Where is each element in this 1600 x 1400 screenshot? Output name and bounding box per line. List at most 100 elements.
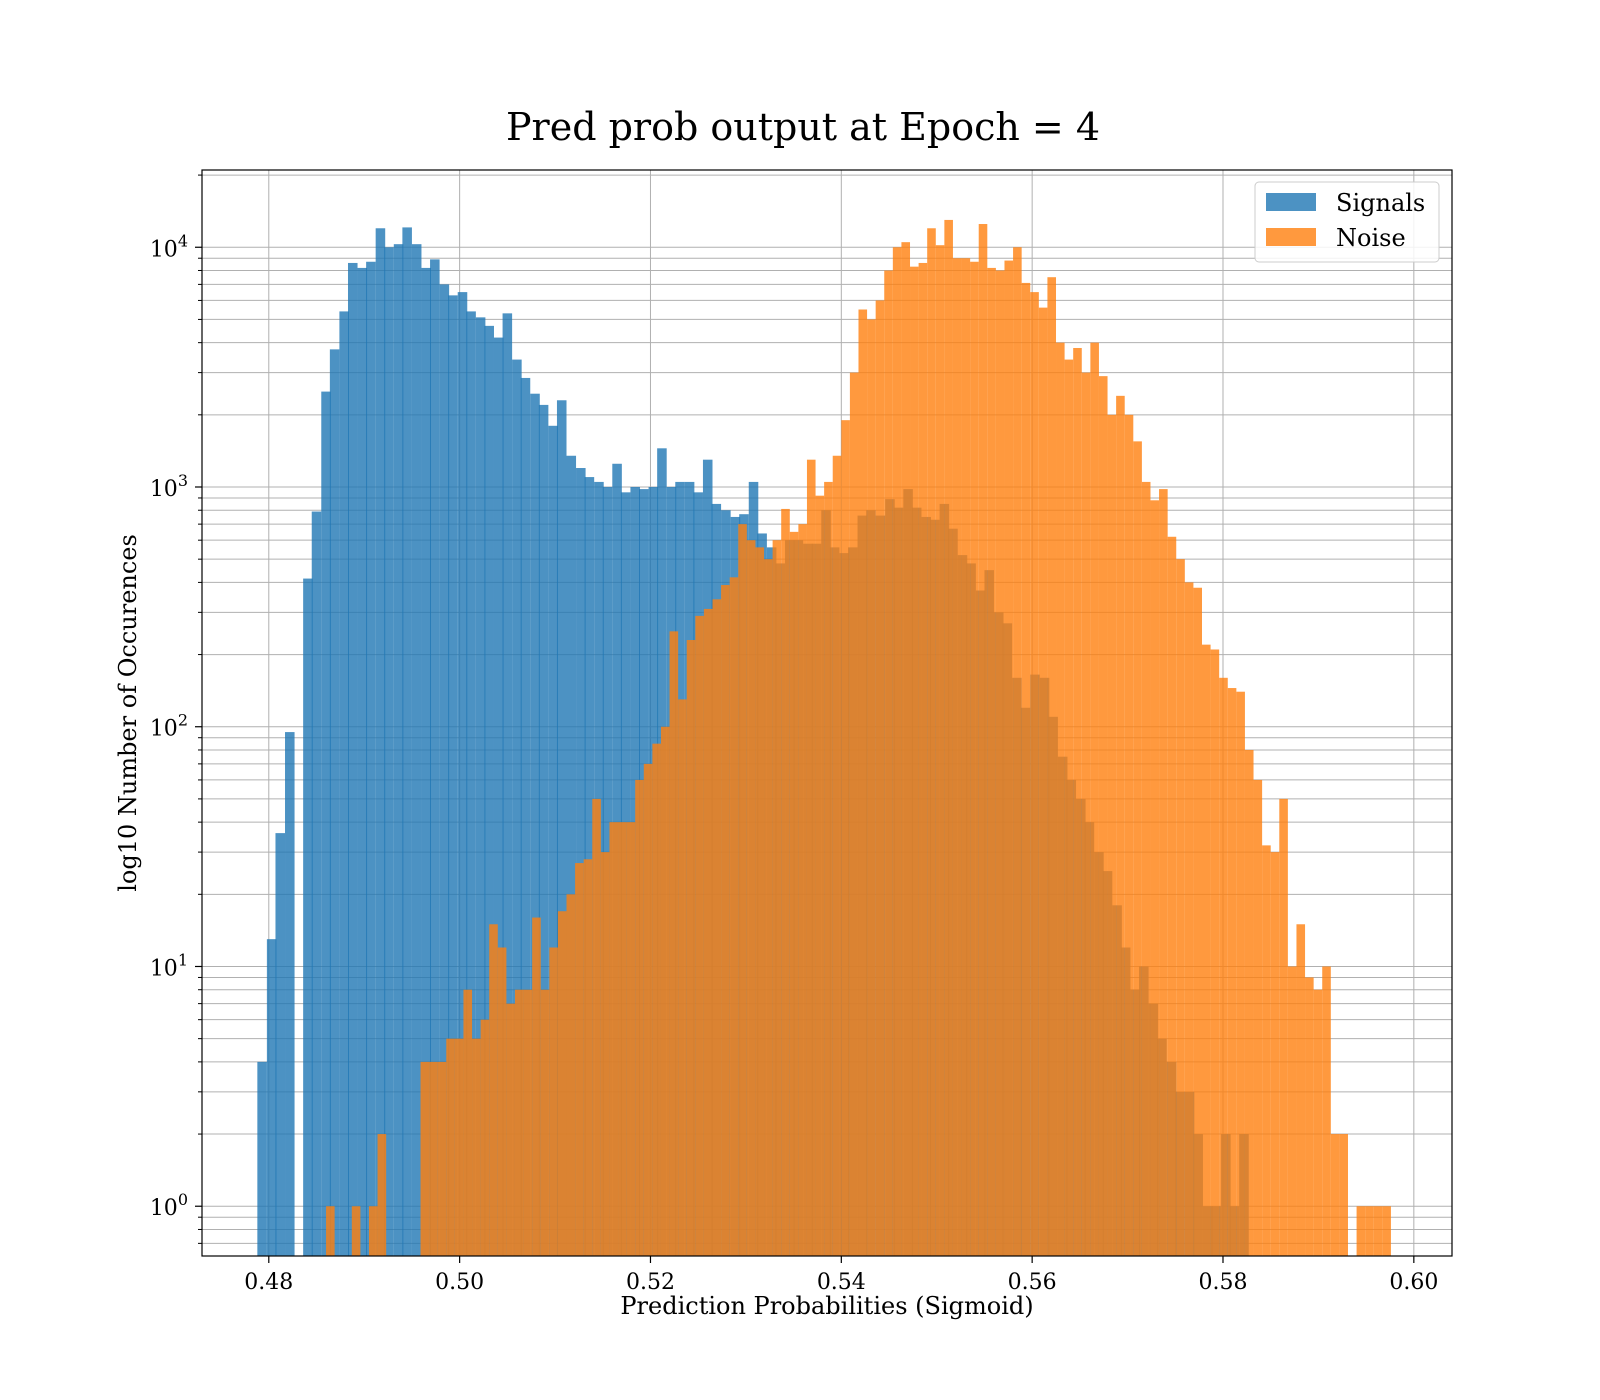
y-tick-label: 102	[150, 711, 188, 742]
bar-noise	[660, 726, 670, 1256]
bar-noise	[910, 266, 919, 1257]
bar-noise	[575, 863, 584, 1256]
y-axis-label: log10 Number of Occurences	[114, 534, 142, 892]
bar-noise	[540, 989, 550, 1256]
bar-noise	[1090, 342, 1099, 1256]
bar-noise	[1073, 347, 1082, 1257]
bar-noise	[652, 743, 661, 1256]
bar-noise	[858, 309, 868, 1256]
legend-swatch-noise	[1266, 228, 1316, 246]
bar-signals	[502, 313, 513, 1256]
bar-noise	[755, 547, 765, 1256]
bar-noise	[721, 585, 730, 1256]
bar-noise	[1373, 1206, 1383, 1256]
bar-noise	[472, 1038, 481, 1256]
x-axis-ticks: 0.48 0.50 0.52 0.54 0.56 0.58 0.60	[244, 1256, 1438, 1295]
bar-noise	[609, 822, 619, 1256]
bar-noise	[592, 798, 601, 1256]
bar-noise	[867, 319, 876, 1256]
y-tick-label: 100	[150, 1190, 188, 1221]
bar-noise	[1356, 1206, 1366, 1256]
bar-signals	[457, 292, 468, 1256]
bar-noise	[523, 989, 533, 1256]
bar-noise	[626, 822, 636, 1256]
bar-signals	[339, 311, 349, 1257]
y-tick-label: 104	[150, 231, 188, 262]
bar-noise	[489, 924, 498, 1256]
bar-noise	[351, 1206, 361, 1256]
bar-noise	[635, 779, 644, 1256]
bar-noise	[729, 577, 739, 1256]
bar-signals	[466, 311, 476, 1257]
bar-noise	[1030, 292, 1039, 1256]
x-tick-label: 0.58	[1199, 1270, 1248, 1295]
bar-noise	[892, 247, 902, 1256]
bar-noise	[832, 455, 842, 1256]
bar-noise	[669, 631, 679, 1256]
bar-noise	[935, 245, 945, 1257]
legend: Signals Noise	[1254, 181, 1440, 263]
bar-noise	[1098, 376, 1108, 1256]
bar-noise	[463, 989, 473, 1256]
bar-noise	[1365, 1206, 1374, 1256]
bar-signals	[257, 1061, 267, 1256]
bar-noise	[1047, 277, 1057, 1256]
bar-signals	[384, 247, 394, 1256]
bar-noise	[772, 540, 782, 1256]
bar-noise	[1193, 587, 1202, 1256]
bar-noise	[1270, 852, 1280, 1256]
bar-noise	[497, 947, 507, 1256]
legend-label-noise: Noise	[1336, 224, 1406, 252]
bar-signals	[556, 400, 567, 1256]
bar-noise	[978, 224, 988, 1256]
bar-signals	[538, 404, 549, 1256]
bar-signals	[430, 259, 440, 1256]
bar-signals	[484, 325, 494, 1256]
bar-noise	[789, 531, 799, 1256]
chart-title: Pred prob output at Epoch = 4	[506, 105, 1100, 149]
bar-noise	[1287, 966, 1297, 1256]
bar-noise	[583, 859, 593, 1256]
bar-noise	[506, 1003, 515, 1256]
bar-signals	[275, 833, 286, 1256]
bar-noise	[1262, 845, 1271, 1256]
bar-noise	[841, 420, 850, 1256]
bar-noise	[678, 699, 687, 1256]
bar-noise	[1141, 481, 1151, 1256]
bar-signals	[393, 244, 404, 1257]
bar-noise	[884, 270, 893, 1256]
bar-noise	[557, 911, 567, 1256]
bar-noise	[1056, 342, 1065, 1256]
bar-noise	[437, 1061, 447, 1256]
bar-noise	[1330, 1134, 1340, 1256]
x-tick-label: 0.54	[817, 1270, 866, 1295]
bar-signals	[357, 267, 368, 1256]
bar-noise	[549, 947, 558, 1256]
bar-noise	[446, 1038, 455, 1256]
bar-noise	[970, 261, 979, 1256]
bar-noise	[1038, 307, 1048, 1256]
y-tick-label: 103	[150, 471, 188, 502]
bar-noise	[1184, 582, 1194, 1256]
x-tick-label: 0.50	[435, 1270, 484, 1295]
bar-noise	[695, 615, 704, 1256]
bar-noise	[849, 372, 859, 1256]
bar-noise	[1081, 372, 1091, 1256]
bar-signals	[375, 228, 386, 1256]
bar-noise	[1305, 977, 1314, 1256]
bar-noise	[643, 763, 653, 1256]
bar-noise	[618, 822, 627, 1256]
bar-noise	[806, 459, 816, 1256]
bar-noise	[1167, 536, 1177, 1256]
bar-noise	[738, 524, 747, 1256]
bar-signals	[493, 337, 504, 1256]
bar-noise	[326, 1206, 335, 1256]
bar-signals	[421, 267, 432, 1256]
bar-noise	[368, 1206, 378, 1256]
bar-noise	[961, 258, 971, 1256]
bar-signals	[530, 393, 540, 1257]
bar-noise	[901, 242, 911, 1257]
bar-signals	[366, 261, 376, 1256]
bar-noise	[987, 267, 996, 1256]
x-tick-label: 0.60	[1389, 1270, 1438, 1295]
